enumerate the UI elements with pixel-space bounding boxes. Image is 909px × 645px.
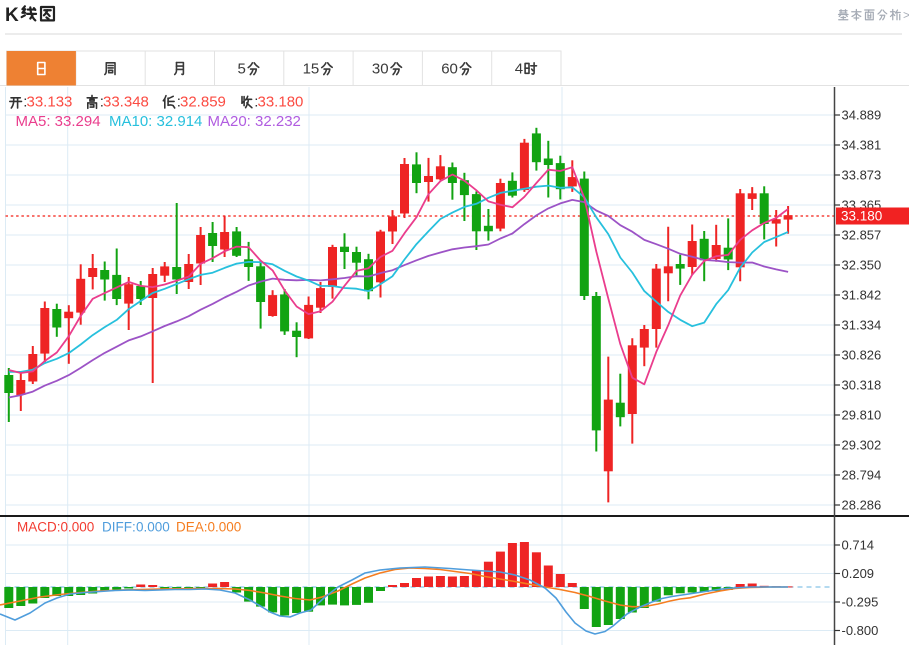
svg-text:32.857: 32.857 [842,228,882,243]
svg-text:28.794: 28.794 [842,468,882,483]
svg-text:0.000: 0.000 [61,520,95,535]
svg-text:-0.295: -0.295 [842,595,879,610]
svg-text:60: 60 [441,61,458,78]
svg-text::: : [254,94,258,111]
svg-text:33.348: 33.348 [103,94,149,111]
svg-text:0.000: 0.000 [208,520,242,535]
svg-text:33.180: 33.180 [258,94,304,111]
svg-text:0.000: 0.000 [136,520,170,535]
svg-text:MA20: 32.232: MA20: 32.232 [208,113,301,130]
svg-text:MACD:: MACD: [17,520,61,535]
svg-text:4: 4 [515,61,523,78]
svg-text:33.180: 33.180 [841,209,882,224]
svg-text:DIFF:: DIFF: [102,520,136,535]
svg-text:29.810: 29.810 [842,408,882,423]
svg-text:0.714: 0.714 [842,538,875,553]
svg-text:30.826: 30.826 [842,348,882,363]
svg-text:29.302: 29.302 [842,438,882,453]
svg-text:33.133: 33.133 [27,94,73,111]
svg-text:32.859: 32.859 [180,94,226,111]
svg-text::: : [100,94,104,111]
svg-text:15: 15 [303,61,320,78]
svg-text:K: K [5,5,19,26]
svg-text:33.873: 33.873 [842,168,882,183]
svg-text:-0.800: -0.800 [842,623,879,638]
svg-text:31.842: 31.842 [842,288,882,303]
svg-text:30: 30 [372,61,389,78]
svg-text:34.381: 34.381 [842,138,882,153]
svg-text:32.350: 32.350 [842,258,882,273]
svg-text::: : [23,94,27,111]
svg-text:5: 5 [238,61,246,78]
svg-text:>: > [903,8,909,22]
svg-text:34.889: 34.889 [842,108,882,123]
svg-text::: : [177,94,181,111]
svg-text:0.209: 0.209 [842,566,875,581]
svg-text:30.318: 30.318 [842,378,882,393]
svg-text:31.334: 31.334 [842,318,882,333]
svg-text:DEA:: DEA: [176,520,208,535]
svg-text:MA5: 33.294: MA5: 33.294 [16,113,101,130]
svg-text:MA10: 32.914: MA10: 32.914 [109,113,202,130]
svg-text:28.286: 28.286 [842,498,882,513]
